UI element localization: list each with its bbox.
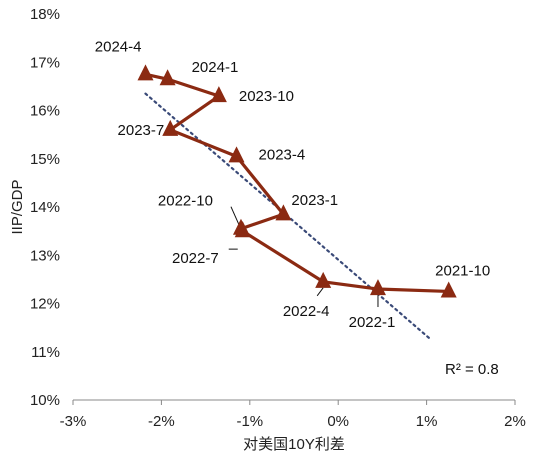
point-label: 2023-10 bbox=[239, 88, 294, 105]
y-tick-label: 15% bbox=[30, 151, 60, 168]
x-tick-label: -3% bbox=[60, 413, 87, 430]
triangle-marker bbox=[137, 64, 154, 81]
y-tick-label: 14% bbox=[30, 199, 60, 216]
triangle-marker bbox=[232, 218, 249, 235]
point-label: 2023-7 bbox=[118, 122, 165, 139]
x-tick-labels: -3% -2% -1% 0% 1% 2% bbox=[60, 413, 526, 430]
y-tick-label: 11% bbox=[31, 344, 60, 361]
triangle-marker bbox=[162, 119, 179, 136]
leader-line bbox=[316, 287, 324, 297]
point-label: 2023-1 bbox=[291, 192, 338, 209]
point-label: 2024-4 bbox=[95, 38, 142, 55]
y-tick-label: 13% bbox=[30, 247, 60, 264]
triangle-marker bbox=[369, 279, 386, 296]
x-tick-label: 2% bbox=[504, 413, 526, 430]
point-label: 2022-7 bbox=[172, 250, 219, 267]
triangle-marker bbox=[210, 86, 227, 103]
triangle-marker bbox=[228, 146, 245, 163]
y-tick-label: 12% bbox=[30, 296, 60, 313]
x-tick-marks bbox=[72, 400, 516, 405]
triangle-marker bbox=[315, 271, 332, 288]
triangle-marker bbox=[440, 281, 457, 298]
triangle-marker bbox=[159, 69, 176, 86]
point-label: 2022-4 bbox=[283, 303, 330, 320]
y-axis-title: IIP/GDP bbox=[9, 179, 26, 234]
point-label: 2024-1 bbox=[192, 59, 239, 76]
triangle-marker bbox=[275, 204, 292, 221]
x-tick-label: 0% bbox=[327, 413, 349, 430]
data-markers bbox=[137, 64, 457, 298]
y-tick-label: 17% bbox=[30, 54, 60, 71]
y-tick-labels: 10% 11% 12% 13% 14% 15% 16% 17% 18% bbox=[30, 6, 60, 409]
y-tick-label: 10% bbox=[30, 392, 60, 409]
r-squared-label: R² = 0.8 bbox=[445, 361, 499, 378]
y-tick-label: 16% bbox=[30, 103, 60, 120]
x-tick-label: 1% bbox=[416, 413, 438, 430]
label-leader-lines bbox=[228, 206, 379, 308]
point-label: 2023-4 bbox=[259, 146, 306, 163]
y-tick-label: 18% bbox=[30, 6, 60, 23]
point-label: 2022-1 bbox=[349, 314, 396, 331]
x-tick-label: -2% bbox=[148, 413, 175, 430]
point-label: 2022-10 bbox=[158, 193, 213, 210]
leader-line bbox=[230, 206, 240, 225]
x-axis-title: 对美国10Y利差 bbox=[243, 436, 345, 453]
point-labels: 2021-10 2022-1 2022-4 2022-7 2022-10 2023-1 20… bbox=[95, 38, 490, 331]
point-label: 2021-10 bbox=[435, 262, 490, 279]
x-tick-label: -1% bbox=[236, 413, 263, 430]
